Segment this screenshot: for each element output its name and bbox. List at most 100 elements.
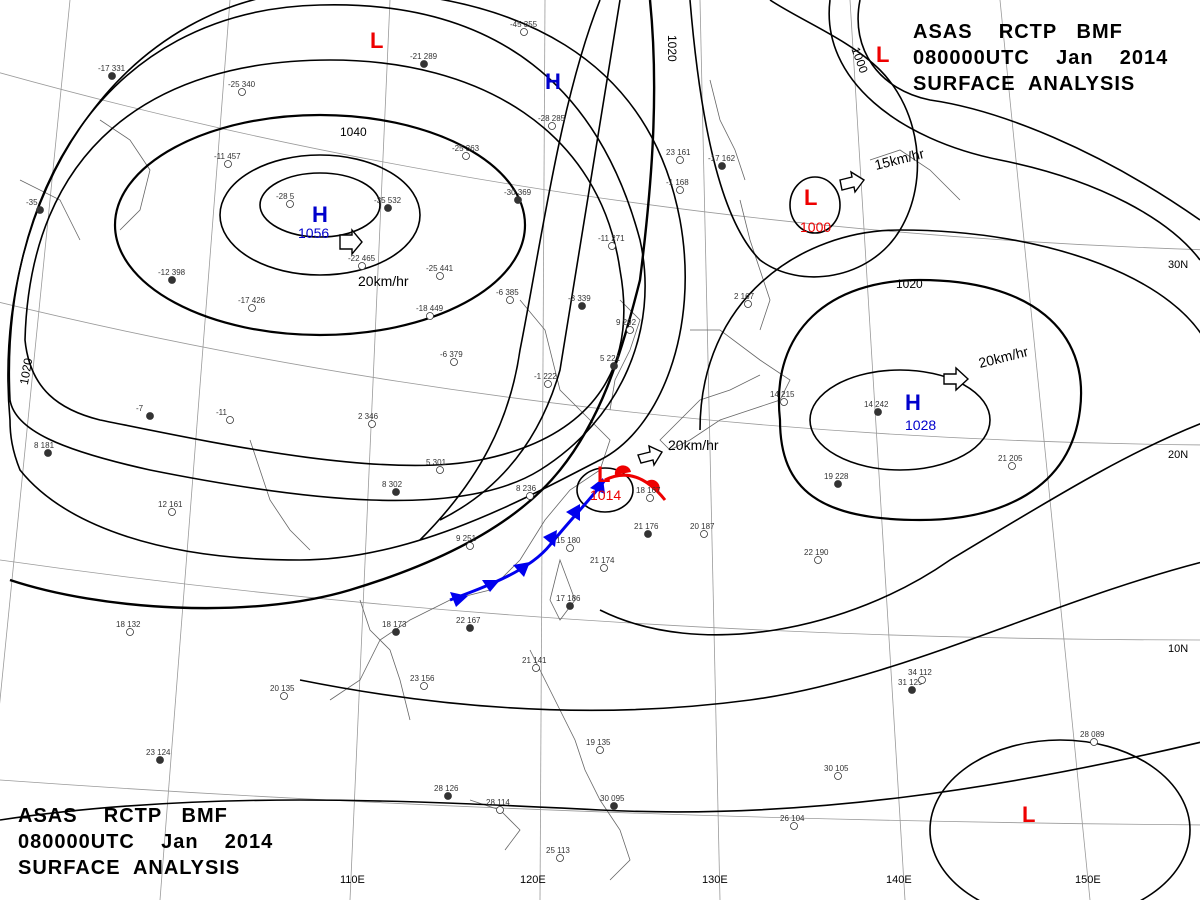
station-marker — [224, 160, 232, 168]
station-label: 28 126 — [434, 784, 459, 793]
station-label: -28 5 — [276, 192, 295, 201]
station-marker — [392, 628, 400, 636]
footer-line-2: 080000UTC Jan 2014 — [18, 831, 273, 853]
station-label: 22 167 — [456, 616, 481, 625]
station-label: -11 457 — [214, 152, 241, 161]
longitude-label: 120E — [520, 874, 546, 886]
station-label: -12 398 — [158, 268, 186, 277]
motion-label: 20km/hr — [668, 437, 719, 453]
station-label: 9 292 — [616, 318, 637, 327]
station-marker — [544, 380, 552, 388]
station-marker — [834, 772, 842, 780]
high-center-letter: H — [312, 202, 328, 227]
station-marker — [646, 494, 654, 502]
station-marker — [392, 488, 400, 496]
station-marker — [744, 300, 752, 308]
station-marker — [436, 272, 444, 280]
footer-title: ASAS RCTP BMF 080000UTC Jan 2014 SURFACE… — [18, 805, 273, 879]
station-label: -22 465 — [348, 254, 376, 263]
station-marker — [608, 242, 616, 250]
station-label: -35 — [26, 198, 38, 207]
station-marker — [610, 362, 618, 370]
station-marker — [126, 628, 134, 636]
station-marker — [426, 312, 434, 320]
station-marker — [506, 296, 514, 304]
station-marker — [548, 122, 556, 130]
station-label: 15 180 — [556, 536, 581, 545]
station-marker — [834, 480, 842, 488]
station-label: -17 426 — [238, 296, 266, 305]
cold-front-barb — [482, 580, 500, 592]
cold-front-barb — [450, 592, 468, 607]
warm-front-bump — [645, 479, 660, 493]
station-marker — [248, 304, 256, 312]
latitude-label: 30N — [1168, 259, 1188, 271]
station-marker — [1008, 462, 1016, 470]
station-label: 14 242 — [864, 400, 889, 409]
low-center-value: 1014 — [590, 487, 621, 503]
station-label: 30 105 — [824, 764, 849, 773]
latitude-label: 10N — [1168, 643, 1188, 655]
station-label: 21 141 — [522, 656, 547, 665]
isobar-label: 1020 — [665, 35, 679, 62]
station-marker — [496, 806, 504, 814]
low-center-letter: L — [597, 462, 610, 487]
motion-arrows — [339, 170, 970, 467]
station-label: -25 340 — [228, 80, 256, 89]
pressure-centers: H 1056 H H 1028 L 1000 L 1014 L L L — [298, 28, 1035, 827]
motion-arrow — [339, 228, 363, 256]
station-label: 8 236 — [516, 484, 537, 493]
station-marker — [420, 60, 428, 68]
station-marker — [790, 822, 798, 830]
station-marker — [532, 664, 540, 672]
station-marker — [718, 162, 726, 170]
station-marker — [676, 156, 684, 164]
station-label: 23 156 — [410, 674, 435, 683]
header-line-1: ASAS RCTP BMF — [913, 21, 1123, 43]
station-marker — [578, 302, 586, 310]
station-label: 21 174 — [590, 556, 615, 565]
longitude-label: 140E — [886, 874, 912, 886]
station-marker — [466, 542, 474, 550]
low-center-letter: L — [1022, 802, 1035, 827]
station-label: 18 132 — [116, 620, 141, 629]
isobar-label: 1020 — [17, 357, 35, 386]
warm-front — [604, 465, 667, 501]
station-marker — [600, 564, 608, 572]
station-label: -7 — [136, 404, 144, 413]
station-marker — [286, 200, 294, 208]
station-marker — [436, 466, 444, 474]
station-marker — [596, 746, 604, 754]
latitude-label: 20N — [1168, 449, 1188, 461]
station-label: -21 289 — [410, 52, 438, 61]
station-marker — [420, 682, 428, 690]
station-label: 26 104 — [780, 814, 805, 823]
station-label: 34 112 — [908, 668, 932, 677]
station-label: -11 271 — [598, 234, 625, 243]
header-line-2: 080000UTC Jan 2014 — [913, 47, 1168, 69]
station-label: -1 222 — [534, 372, 557, 381]
motion-label: 20km/hr — [358, 273, 409, 289]
station-label: 8 181 — [34, 441, 55, 450]
station-label: 2 346 — [358, 412, 379, 421]
station-label: -35 532 — [374, 196, 402, 205]
station-marker — [556, 854, 564, 862]
station-label: 30 095 — [600, 794, 625, 803]
motion-arrow — [637, 444, 664, 467]
station-marker — [146, 412, 154, 420]
cold-front-barb — [513, 562, 530, 577]
station-marker — [44, 449, 52, 457]
low-center-letter: L — [876, 42, 889, 67]
station-marker — [566, 544, 574, 552]
station-marker — [526, 492, 534, 500]
station-marker — [514, 196, 522, 204]
station-marker — [226, 416, 234, 424]
station-marker — [108, 72, 116, 80]
high-center-value: 1028 — [905, 417, 936, 433]
cold-front-barb — [543, 530, 557, 547]
cold-front — [449, 478, 607, 607]
low-center-letter: L — [804, 185, 817, 210]
station-marker — [444, 792, 452, 800]
station-marker — [280, 692, 288, 700]
